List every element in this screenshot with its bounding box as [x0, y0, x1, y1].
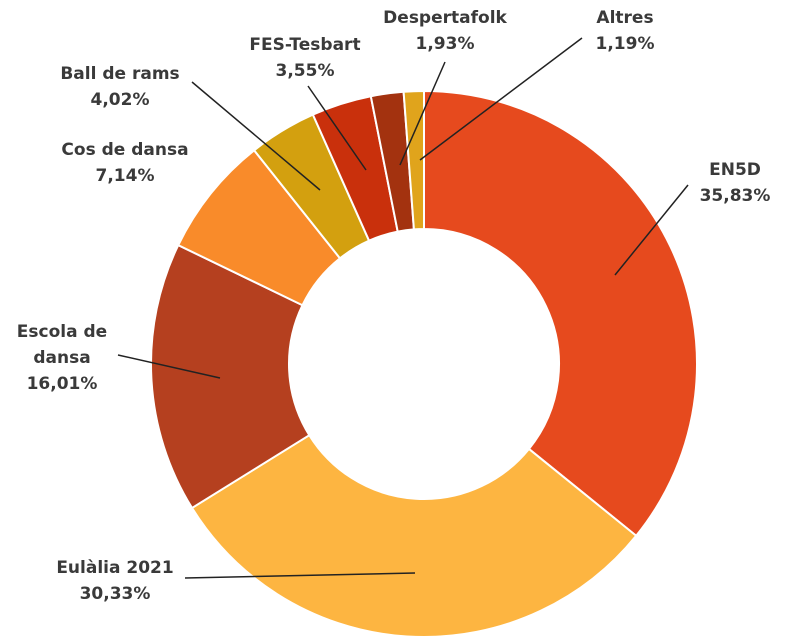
slice-label: Despertafolk 1,93% [383, 8, 507, 54]
leader-line [184, 572, 416, 579]
slice-label: EN5D 35,83% [700, 160, 771, 206]
donut-slice [402, 89, 425, 231]
slice-label: Ball de rams 4,02% [60, 64, 179, 110]
value-label: 35,83% [700, 186, 771, 206]
value-label: 16,01% [27, 374, 98, 394]
slice-label: FES-Tesbart 3,55% [249, 35, 360, 81]
slice-label: Altres 1,19% [596, 8, 655, 54]
category-label: Cos de dansa [61, 140, 188, 160]
value-label: 30,33% [80, 584, 151, 604]
donut-slice [190, 433, 638, 638]
value-label: 1,19% [596, 34, 655, 54]
value-label: 4,02% [91, 90, 150, 110]
leader-line [399, 61, 446, 166]
slice-label: Eulàlia 2021 30,33% [56, 558, 173, 604]
slice-label: Escola de dansa 16,01% [17, 322, 107, 394]
leader-line [117, 354, 221, 379]
category-label: Despertafolk [383, 8, 507, 28]
leader-line [191, 81, 321, 191]
category-label: Altres [596, 8, 653, 28]
donut-slice [423, 89, 698, 538]
category-label: EN5D [709, 160, 761, 180]
leader-line [419, 37, 583, 161]
value-label: 3,55% [276, 61, 335, 81]
category-label: Eulàlia 2021 [56, 558, 173, 578]
value-label: 1,93% [416, 34, 475, 54]
category-label: Escola de dansa [17, 322, 107, 368]
leader-lines [117, 37, 689, 579]
leader-line [307, 85, 367, 171]
donut [150, 89, 698, 638]
leader-line [614, 184, 689, 276]
donut-slice [150, 243, 311, 510]
category-label: FES-Tesbart [249, 35, 360, 55]
slice-label: Cos de dansa 7,14% [61, 140, 188, 186]
value-label: 7,14% [96, 166, 155, 186]
category-label: Ball de rams [60, 64, 179, 84]
